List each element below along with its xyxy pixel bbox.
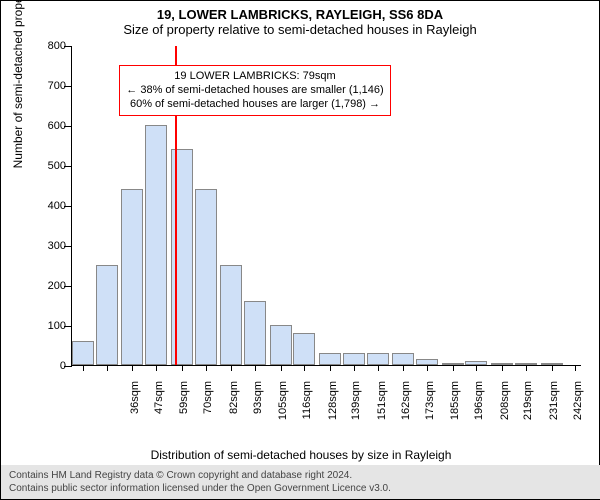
y-tick-label: 700 [30, 80, 66, 92]
y-tick-label: 800 [30, 40, 66, 52]
bar [367, 353, 389, 365]
y-tick-label: 500 [30, 160, 66, 172]
y-tick-label: 400 [30, 200, 66, 212]
x-axis-label: Distribution of semi-detached houses by … [1, 448, 600, 462]
bar [343, 353, 365, 365]
x-tick-label: 47sqm [153, 381, 165, 429]
annotation-line: 60% of semi-detached houses are larger (… [126, 98, 383, 112]
x-tick-label: 36sqm [129, 381, 141, 429]
x-tick [182, 365, 183, 371]
x-tick [354, 365, 355, 371]
x-tick [206, 365, 207, 371]
bar [96, 265, 118, 365]
x-tick [427, 365, 428, 371]
x-tick [132, 365, 133, 371]
super-title: 19, LOWER LAMBRICKS, RAYLEIGH, SS6 8DA [1, 1, 599, 22]
bar [145, 125, 167, 365]
sub-title: Size of property relative to semi-detach… [1, 22, 599, 41]
x-tick [281, 365, 282, 371]
plot: 010020030040050060070080036sqm47sqm59sqm… [71, 46, 581, 366]
x-tick-label: 196sqm [473, 381, 485, 429]
x-tick-label: 151sqm [376, 381, 388, 429]
bar [244, 301, 266, 365]
bar [220, 265, 242, 365]
x-tick-label: 128sqm [327, 381, 339, 429]
x-tick [304, 365, 305, 371]
y-tick-label: 100 [30, 320, 66, 332]
bar [72, 341, 94, 365]
x-tick [156, 365, 157, 371]
x-tick [526, 365, 527, 371]
chart-area: 010020030040050060070080036sqm47sqm59sqm… [71, 46, 581, 401]
x-tick-label: 139sqm [350, 381, 362, 429]
bar [121, 189, 143, 365]
x-tick [403, 365, 404, 371]
x-tick-label: 93sqm [252, 381, 264, 429]
y-tick-label: 200 [30, 280, 66, 292]
annotation-box: 19 LOWER LAMBRICKS: 79sqm← 38% of semi-d… [119, 65, 390, 116]
x-tick [552, 365, 553, 371]
x-tick-label: 185sqm [449, 381, 461, 429]
x-tick-label: 219sqm [522, 381, 534, 429]
bar [171, 149, 193, 365]
x-tick [502, 365, 503, 371]
x-tick-label: 208sqm [499, 381, 511, 429]
footer: Contains HM Land Registry data © Crown c… [1, 465, 600, 499]
bar [270, 325, 292, 365]
x-tick-label: 162sqm [400, 381, 412, 429]
x-tick [107, 365, 108, 371]
x-tick [476, 365, 477, 371]
y-tick-label: 600 [30, 120, 66, 132]
x-tick [83, 365, 84, 371]
x-tick [453, 365, 454, 371]
annotation-line: 19 LOWER LAMBRICKS: 79sqm [126, 70, 383, 84]
x-tick [330, 365, 331, 371]
y-tick-label: 0 [30, 360, 66, 372]
footer-line1: Contains HM Land Registry data © Crown c… [9, 469, 593, 482]
figure-frame: 19, LOWER LAMBRICKS, RAYLEIGH, SS6 8DA S… [0, 0, 600, 500]
x-tick [575, 365, 576, 371]
footer-line2: Contains public sector information licen… [9, 482, 593, 495]
bar [392, 353, 414, 365]
x-tick-label: 242sqm [572, 381, 584, 429]
x-tick-label: 82sqm [228, 381, 240, 429]
bar [293, 333, 315, 365]
bar [195, 189, 217, 365]
x-tick-label: 105sqm [277, 381, 289, 429]
x-tick [378, 365, 379, 371]
annotation-line: ← 38% of semi-detached houses are smalle… [126, 84, 383, 98]
y-tick-label: 300 [30, 240, 66, 252]
x-tick [231, 365, 232, 371]
x-tick-label: 59sqm [178, 381, 190, 429]
x-tick [255, 365, 256, 371]
x-tick-label: 70sqm [202, 381, 214, 429]
x-tick-label: 231sqm [548, 381, 560, 429]
x-tick-label: 116sqm [301, 381, 313, 429]
y-axis-label: Number of semi-detached properties [11, 0, 25, 201]
x-tick-label: 173sqm [424, 381, 436, 429]
bar [319, 353, 341, 365]
